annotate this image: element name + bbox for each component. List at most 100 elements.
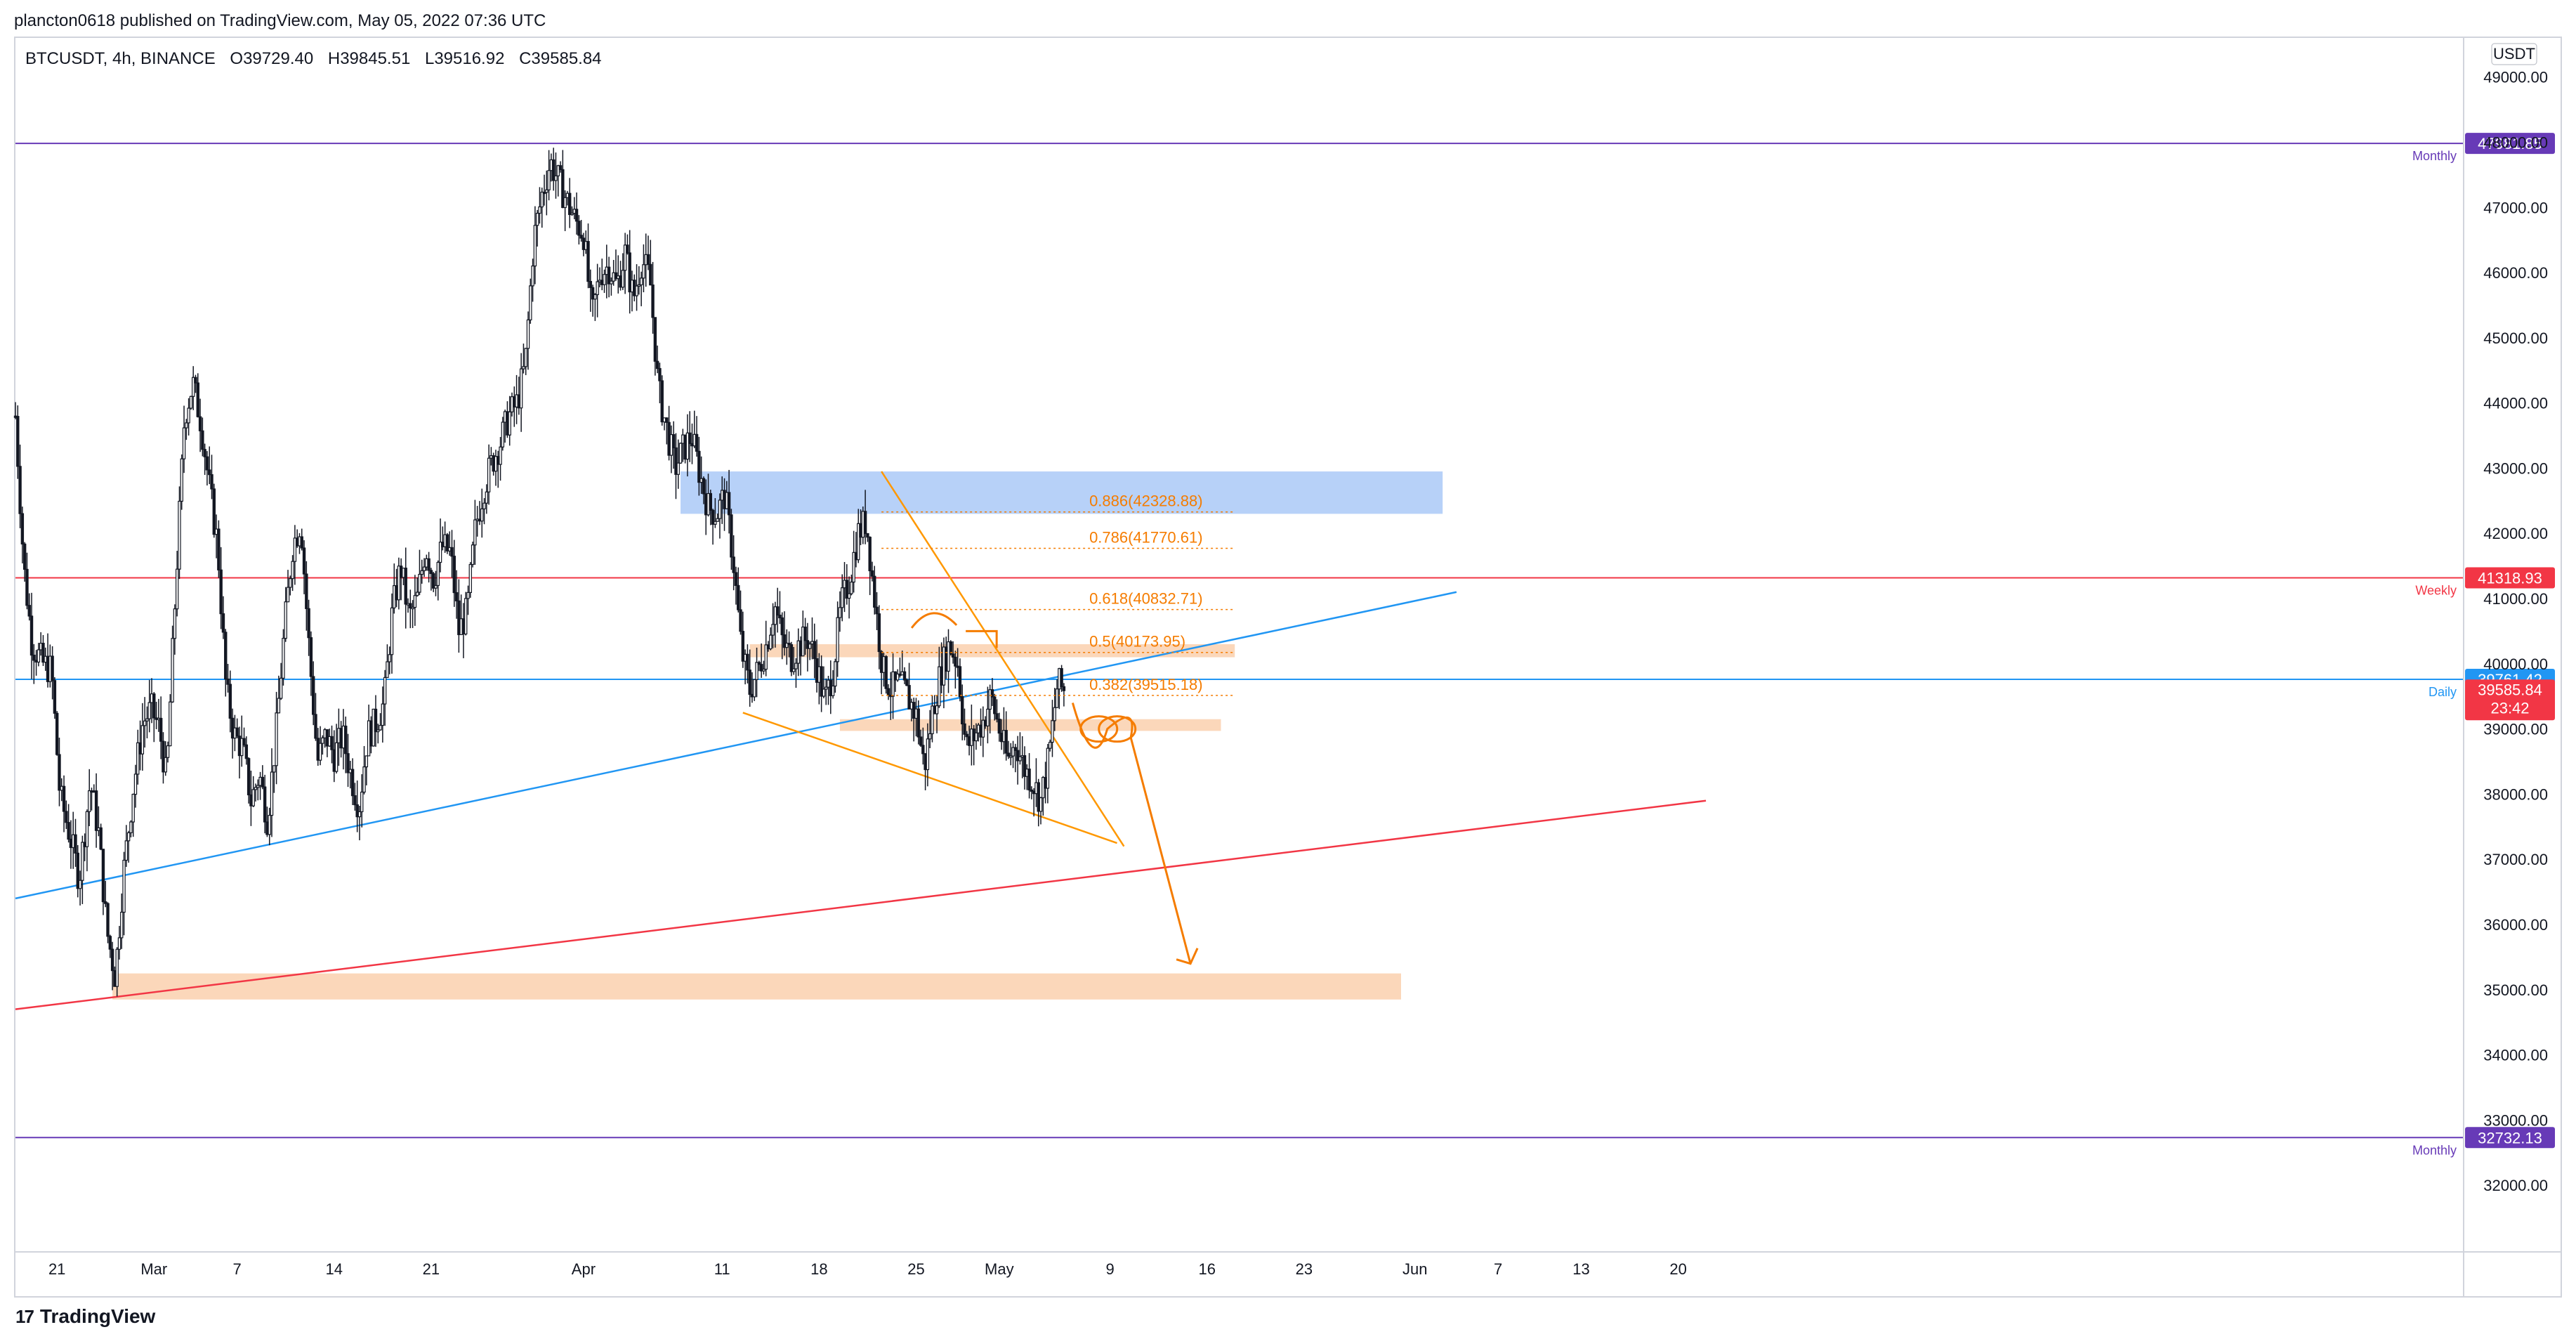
candle <box>41 634 45 666</box>
candle <box>464 592 468 636</box>
candle <box>791 646 796 675</box>
candle-body <box>780 617 784 636</box>
candle <box>762 660 765 675</box>
candle <box>963 708 966 740</box>
candle-body <box>81 842 84 881</box>
trendline-blue[interactable] <box>15 591 1457 900</box>
candle-body <box>808 644 812 649</box>
scribble-circle <box>1079 715 1119 743</box>
candle <box>85 809 89 872</box>
candle-body <box>714 521 717 525</box>
candle <box>551 148 556 191</box>
candle <box>734 566 738 605</box>
candle-body <box>32 654 36 661</box>
candle-body <box>99 827 103 850</box>
price-tick-label: 32000.00 <box>2483 1177 2548 1194</box>
fib-label-0.618: 0.618(40832.71) <box>1089 590 1202 608</box>
candle-body <box>37 649 41 663</box>
candle <box>674 433 678 499</box>
candle-body <box>535 212 539 226</box>
candle <box>1018 732 1022 765</box>
candle-body <box>256 785 260 788</box>
candle <box>558 161 563 173</box>
candle-body <box>240 738 244 757</box>
candle <box>709 490 712 525</box>
candle <box>450 530 454 578</box>
candle <box>870 561 874 582</box>
price-tick-label: 48000.00 <box>2483 133 2548 151</box>
triangle-upper[interactable] <box>881 471 1125 847</box>
candle <box>727 469 731 534</box>
candle-body <box>579 235 583 239</box>
symbol-name[interactable]: BTCUSDT, 4h, BINANCE <box>25 49 216 68</box>
candle <box>702 476 706 504</box>
candle-body <box>413 595 417 608</box>
time-tick-label: Apr <box>572 1260 596 1278</box>
time-tick-label: 14 <box>326 1260 343 1278</box>
candle <box>108 934 112 958</box>
candle <box>413 575 417 626</box>
candle-body <box>949 641 952 655</box>
candle-body <box>364 755 369 768</box>
candle <box>101 849 105 915</box>
candle <box>261 765 265 790</box>
monthly-high-price-label: 47981.85 <box>2478 135 2542 152</box>
candle <box>589 269 592 312</box>
candle-body <box>293 537 297 562</box>
candle <box>836 601 839 677</box>
candle-body <box>309 637 313 677</box>
candle-body <box>436 561 440 587</box>
candle <box>152 692 156 743</box>
scribble-circle <box>1098 715 1137 743</box>
currency-badge[interactable] <box>2491 43 2537 65</box>
candle <box>665 417 669 445</box>
candle <box>741 611 745 668</box>
candle-body <box>678 443 683 464</box>
candle <box>540 188 544 228</box>
candle <box>485 484 489 514</box>
candle-body <box>958 666 962 698</box>
candle <box>224 629 228 697</box>
currency-label: USDT <box>2493 45 2535 63</box>
candle-body <box>850 581 853 594</box>
candle-body <box>346 753 350 773</box>
candle <box>981 706 985 757</box>
candle-body <box>737 584 740 610</box>
candle <box>931 695 934 743</box>
tradingview-brand[interactable]: 17 TradingView <box>15 1305 155 1328</box>
candle-body <box>318 743 322 761</box>
candle <box>866 533 869 542</box>
candle-body <box>22 543 27 570</box>
candle-body <box>895 673 900 681</box>
candle <box>545 170 548 216</box>
time-tick-label: 23 <box>1296 1260 1313 1278</box>
candle-body <box>965 733 968 738</box>
candle-body <box>709 492 712 511</box>
candle <box>838 591 842 632</box>
trendline-red[interactable] <box>15 799 1707 1010</box>
candle-body <box>464 598 468 635</box>
candle <box>217 520 221 578</box>
time-tick-label: 11 <box>714 1260 730 1278</box>
candle-body <box>268 815 271 835</box>
candle <box>143 697 147 748</box>
candle-body <box>926 738 930 771</box>
candle-body <box>981 719 985 738</box>
candle-body <box>685 432 690 460</box>
candle-body <box>187 407 190 424</box>
candle <box>192 366 195 410</box>
candle <box>468 562 473 598</box>
triangle-lower[interactable] <box>742 712 1117 844</box>
candle-body <box>857 523 860 561</box>
candle <box>457 579 461 653</box>
candle <box>305 561 308 631</box>
price-tick-label: 44000.00 <box>2483 395 2548 412</box>
candle <box>926 723 930 787</box>
price-tick-label: 37000.00 <box>2483 851 2548 868</box>
candle <box>714 498 717 528</box>
candle <box>182 405 186 473</box>
levels-layer: Monthly47981.85Weekly41318.93Daily39761.… <box>15 133 2555 1157</box>
bar-countdown-label: 23:42 <box>2490 699 2529 717</box>
candle <box>902 667 907 684</box>
